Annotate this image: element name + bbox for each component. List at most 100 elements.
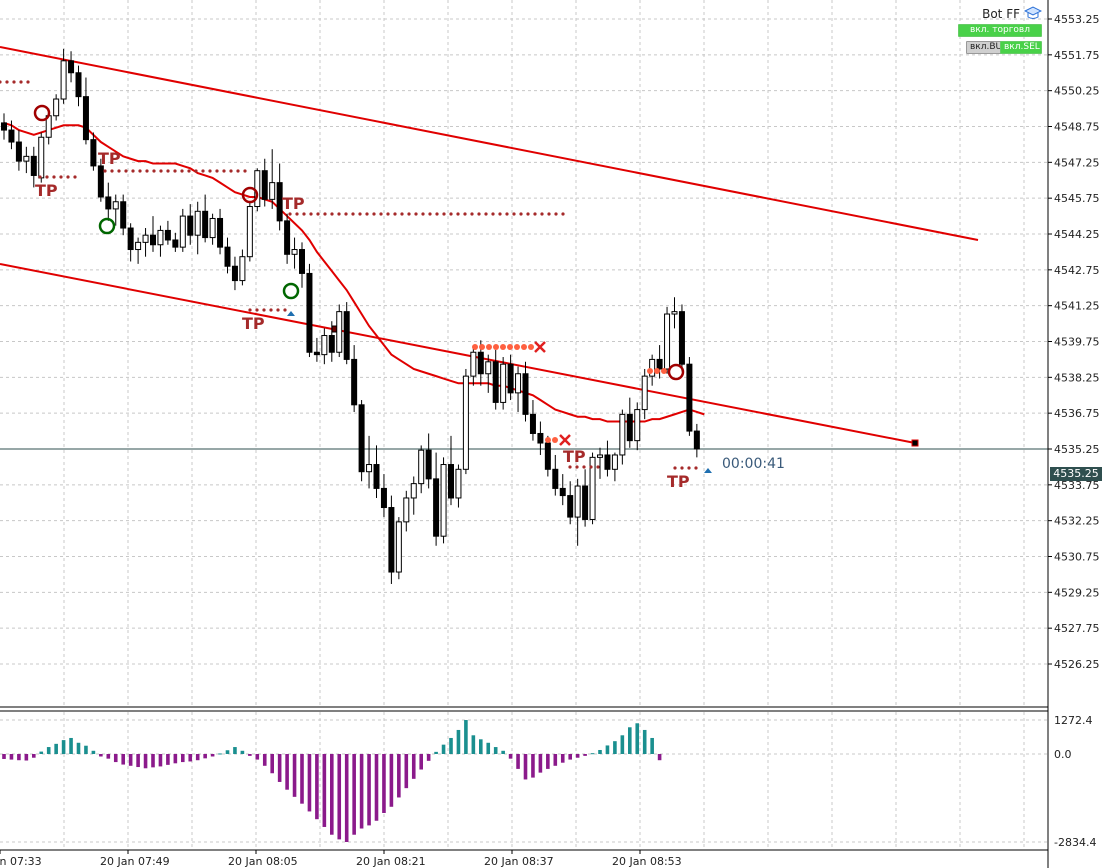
trade-toggle-button[interactable]: вкл. торговл [958, 24, 1042, 37]
candle [515, 366, 522, 412]
histogram-bar [613, 741, 617, 754]
price-tick-label: 4538.25 [1054, 371, 1100, 384]
candle [164, 220, 171, 245]
level-dot [472, 344, 478, 350]
level-dot [201, 169, 205, 173]
tp-label: TP [563, 447, 586, 466]
level-dot [316, 212, 320, 216]
candle-body [485, 361, 492, 375]
histogram-bar [516, 754, 520, 769]
histogram-bar [441, 744, 446, 754]
current-price-tag: 4535.25 [1050, 467, 1102, 481]
histogram-bar [590, 753, 595, 755]
histogram-bar [620, 735, 625, 754]
histogram-bar [635, 723, 640, 754]
candle [522, 361, 529, 422]
candle [142, 228, 149, 257]
histogram-bar [121, 754, 125, 765]
histogram-bar [404, 754, 409, 789]
candle-body [75, 72, 82, 98]
candle [589, 452, 596, 525]
candle [68, 51, 75, 83]
level-dot [596, 465, 600, 469]
tp-label: TP [98, 149, 121, 168]
histogram-bar [560, 754, 565, 763]
candle-body [127, 227, 134, 251]
buy-signal-icon [282, 282, 300, 300]
candle-body [120, 201, 127, 229]
candle-body [90, 139, 97, 167]
histogram-bar [434, 751, 438, 754]
candle [641, 368, 648, 420]
histogram-bar [69, 737, 73, 754]
candle [626, 397, 633, 448]
histogram-bar [39, 751, 44, 754]
histogram-bar [598, 749, 602, 754]
level-dot [479, 344, 485, 350]
price-tick-label: 4551.75 [1054, 49, 1100, 62]
candle-body [53, 98, 60, 117]
level-dot [477, 212, 481, 216]
candle-body [209, 217, 216, 239]
level-dot [421, 212, 425, 216]
candle [209, 213, 216, 245]
candle [276, 163, 283, 231]
level-dot [73, 175, 77, 179]
histogram-bar [188, 754, 193, 762]
candle-body [686, 363, 693, 432]
histogram-bar [158, 754, 163, 767]
histogram-bar [411, 754, 416, 779]
histogram-bar [255, 754, 260, 760]
histogram-bar [315, 754, 319, 820]
histogram-bar [575, 754, 580, 758]
tp-label: TP [282, 194, 305, 213]
level-dot [521, 344, 527, 350]
candle [269, 149, 276, 209]
candle [187, 204, 194, 245]
time-tick-label: 20 Jan 08:53 [612, 855, 682, 868]
level-dot [288, 212, 292, 216]
level-dot [269, 308, 273, 312]
candle [552, 454, 559, 496]
histogram-bar [523, 754, 528, 780]
histogram-bar [136, 754, 140, 768]
candle [179, 208, 186, 252]
candle-body [15, 141, 22, 162]
level-dot [673, 466, 677, 470]
candle [678, 304, 685, 372]
level-dot [428, 212, 432, 216]
candle-body [693, 430, 700, 450]
sell-toggle-button[interactable]: вкл.SEL [1000, 41, 1042, 54]
histogram-bar [628, 727, 632, 754]
candle [23, 146, 30, 174]
candle-body [23, 155, 30, 162]
arrow-up-icon [287, 311, 295, 316]
histogram-bar [106, 754, 111, 759]
level-dot [302, 212, 306, 216]
level-dot [540, 212, 544, 216]
histogram-bar [330, 754, 334, 835]
bot-panel: Bot FF вкл. торговл вкл.BUY вкл.SEL [932, 6, 1042, 54]
level-dot [654, 368, 660, 374]
candle-body [522, 373, 529, 415]
candle [194, 201, 201, 255]
histogram-bar [456, 729, 461, 754]
candle-body [306, 272, 313, 353]
level-dot [19, 80, 23, 84]
level-dot [52, 175, 56, 179]
histogram-bar [166, 754, 170, 765]
candle-body [30, 155, 37, 176]
graduation-cap-icon [1024, 6, 1042, 19]
level-dot [505, 212, 509, 216]
arrow-up-icon [704, 468, 712, 473]
histogram-bar [493, 747, 498, 754]
candle-body [507, 363, 514, 394]
level-dot [194, 169, 198, 173]
buy-toggle-button[interactable]: вкл.BUY [966, 41, 1008, 54]
candle-body [38, 136, 45, 179]
level-dot [379, 212, 383, 216]
candle-body [440, 464, 447, 537]
histogram-bar [181, 754, 185, 763]
histogram-bar [605, 745, 610, 754]
